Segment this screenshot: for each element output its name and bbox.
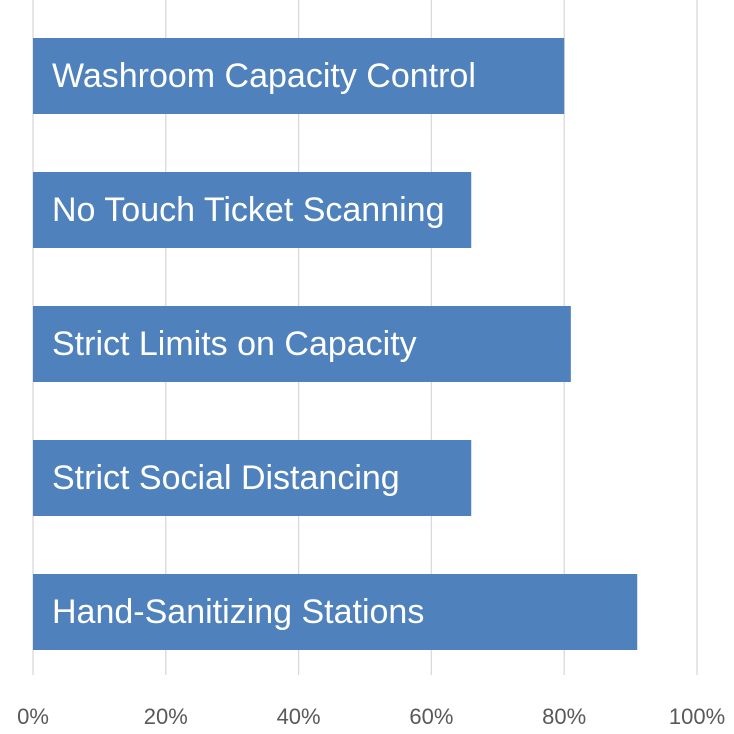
x-tick-label: 80%: [542, 704, 586, 729]
x-tick-label: 100%: [669, 704, 725, 729]
bar: [33, 440, 472, 516]
x-tick-label: 20%: [144, 704, 188, 729]
bar: [33, 172, 472, 248]
x-tick-label: 0%: [17, 704, 49, 729]
bar: [33, 306, 571, 382]
x-tick-label: 40%: [277, 704, 321, 729]
bar: [33, 38, 565, 114]
category-label: Strict Limits on Capacity: [52, 325, 417, 363]
category-label: Washroom Capacity Control: [52, 57, 476, 95]
x-tick-label: 60%: [409, 704, 453, 729]
bar: [33, 574, 638, 650]
category-label: Hand-Sanitizing Stations: [52, 593, 424, 631]
category-label: Strict Social Distancing: [52, 459, 400, 497]
category-label: No Touch Ticket Scanning: [52, 191, 445, 229]
